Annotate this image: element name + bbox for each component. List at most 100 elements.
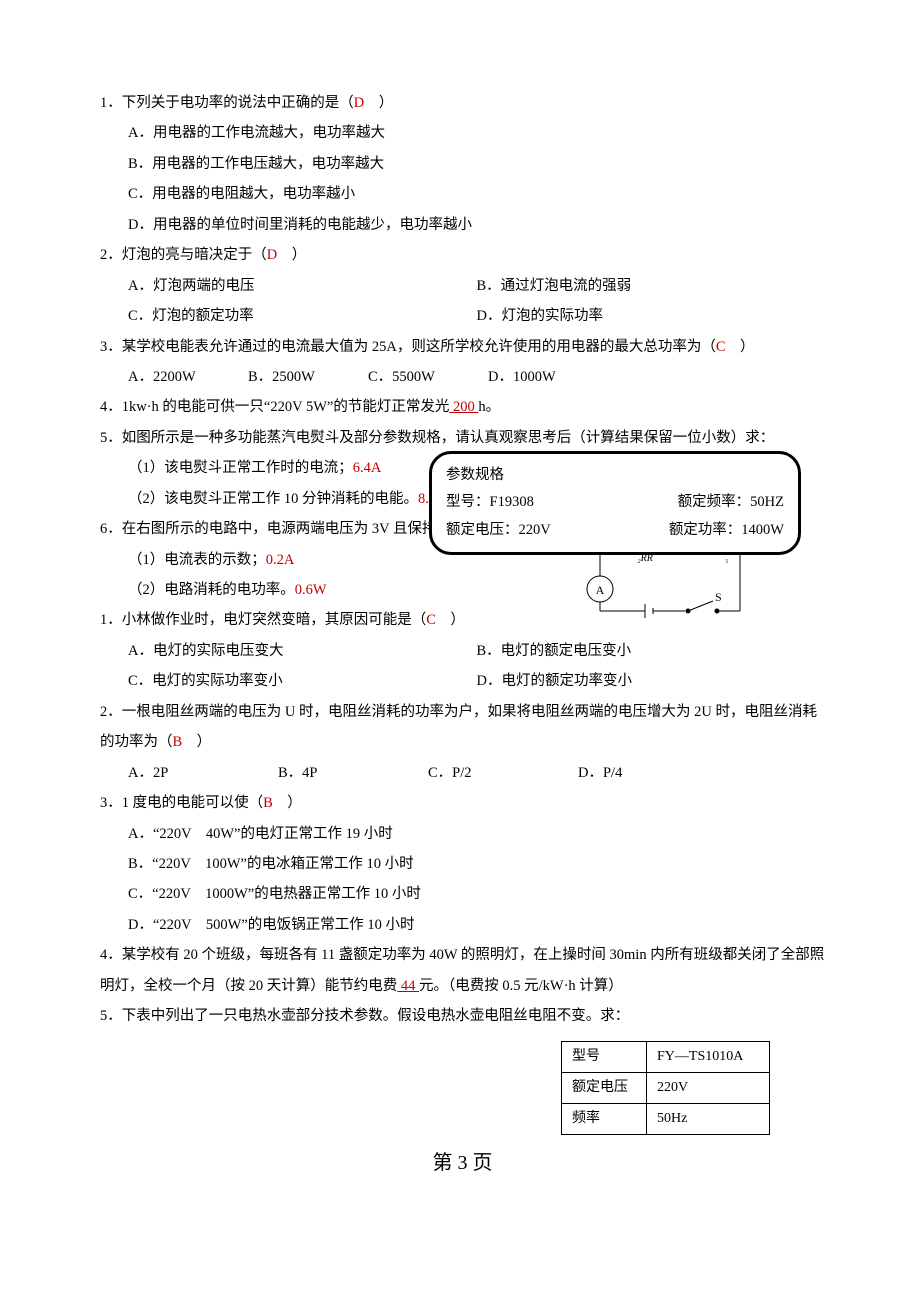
table-row: 频率 50Hz (562, 1103, 770, 1134)
q-num: 3． (100, 795, 122, 811)
tail: ） (364, 95, 393, 111)
question-1-2: 2．灯泡的亮与暗决定于（D ） A．灯泡两端的电压 B．通过灯泡电流的强弱 C．… (100, 240, 825, 331)
answer: D (354, 95, 364, 111)
option-a: A．电灯的实际电压变大 (128, 636, 477, 666)
tail: ） (273, 795, 302, 811)
option-d: D．灯泡的实际功率 (477, 301, 826, 331)
q-post: h。 (478, 399, 500, 415)
spec-volt: 额定电压：220V (446, 517, 551, 545)
question-1-4: 4．1kw·h 的电能可供一只“220V 5W”的节能灯正常发光 200 h。 (100, 392, 825, 422)
cell-volt-label: 额定电压 (562, 1072, 647, 1103)
answer: D (267, 247, 277, 263)
option-c: C．电灯的实际功率变小 (128, 666, 477, 696)
question-2-5: 5．下表中列出了一只电热水壶部分技术参数。假设电热水壶电阻丝电阻不变。求： 型号… (100, 1001, 825, 1031)
option-b: B．电灯的额定电压变小 (477, 636, 826, 666)
options: A．用电器的工作电流越大，电功率越大 B．用电器的工作电压越大，电功率越大 C．… (100, 118, 825, 240)
option-c: C．“220V 1000W”的电热器正常工作 10 小时 (128, 879, 825, 909)
options: A．电灯的实际电压变大 B．电灯的额定电压变小 C．电灯的实际功率变小 D．电灯… (100, 636, 825, 697)
sub-pre: （1）该电熨斗正常工作时的电流； (128, 460, 353, 476)
cell-model-label: 型号 (562, 1042, 647, 1073)
option-d: D．“220V 500W”的电饭锅正常工作 10 小时 (128, 910, 825, 940)
option-d: D．电灯的额定功率变小 (477, 666, 826, 696)
tail: ） (726, 339, 755, 355)
q-pre: 1kw·h 的电能可供一只“220V 5W”的节能灯正常发光 (122, 399, 450, 415)
q-text: 如图所示是一种多功能蒸汽电熨斗及部分参数规格，请认真观察思考后（计算结果保留一位… (122, 430, 775, 446)
answer: 44 (397, 978, 419, 994)
switch-label: S (715, 590, 722, 604)
option-c: C．用电器的电阻越大，电功率越小 (128, 179, 825, 209)
q-text: 下列关于电功率的说法中正确的是（ (122, 95, 354, 111)
question-1-5: 参数规格 型号：F19308 额定频率：50HZ 额定电压：220V 额定功率：… (100, 423, 825, 514)
q-text: 1 度电的电能可以使（ (122, 795, 263, 811)
q-num: 5． (100, 430, 122, 446)
table-row: 型号 FY—TS1010A (562, 1042, 770, 1073)
option-a: A．用电器的工作电流越大，电功率越大 (128, 118, 825, 148)
option-c: C．灯泡的额定功率 (128, 301, 477, 331)
sub-ans: 0.6W (295, 582, 327, 598)
q-num: 2． (100, 704, 122, 720)
q-num: 1． (100, 612, 122, 628)
spec-title: 参数规格 (446, 462, 784, 490)
q-text: 下表中列出了一只电热水壶部分技术参数。假设电热水壶电阻丝电阻不变。求： (122, 1008, 630, 1024)
question-2-2: 2．一根电阻丝两端的电压为 U 时，电阻丝消耗的功率为户，如果将电阻丝两端的电压… (100, 697, 825, 788)
option-c: C．P/2 (428, 758, 578, 788)
option-a: A．2P (128, 758, 278, 788)
question-2-3: 3．1 度电的电能可以使（B ） A．“220V 40W”的电灯正常工作 19 … (100, 788, 825, 940)
options: A．2P B．4P C．P/2 D．P/4 (100, 758, 825, 788)
option-b: B．“220V 100W”的电冰箱正常工作 10 小时 (128, 849, 825, 879)
cell-freq-value: 50Hz (647, 1103, 770, 1134)
q-post: 元。（电费按 0.5 元/kW·h 计算） (419, 978, 623, 994)
q-num: 6． (100, 521, 122, 537)
ammeter-label: A (596, 583, 605, 597)
option-b: B．2500W (248, 362, 368, 392)
option-b: B．4P (278, 758, 428, 788)
spec-model: 型号：F19308 (446, 489, 534, 517)
kettle-spec-table: 型号 FY—TS1010A 额定电压 220V 频率 50Hz (561, 1041, 770, 1134)
options: A．2200W B．2500W C．5500W D．1000W (100, 362, 825, 392)
cell-volt-value: 220V (647, 1072, 770, 1103)
answer: B (263, 795, 273, 811)
q-text: 小林做作业时，电灯突然变暗，其原因可能是（ (122, 612, 427, 628)
question-2-4: 4．某学校有 20 个班级，每班各有 11 盏额定功率为 40W 的照明灯，在上… (100, 940, 825, 1001)
sub-ans: 6.4A (353, 460, 382, 476)
cell-freq-label: 频率 (562, 1103, 647, 1134)
q-num: 2． (100, 247, 122, 263)
answer: C (426, 612, 436, 628)
q-num: 5． (100, 1008, 122, 1024)
question-1-1: 1．下列关于电功率的说法中正确的是（D ） A．用电器的工作电流越大，电功率越大… (100, 88, 825, 240)
answer: B (173, 734, 183, 750)
q-num: 1． (100, 95, 122, 111)
option-b: B．通过灯泡电流的强弱 (477, 271, 826, 301)
options: A．“220V 40W”的电灯正常工作 19 小时 B．“220V 100W”的… (100, 819, 825, 941)
option-d: D．P/4 (578, 758, 728, 788)
q-num: 3． (100, 339, 122, 355)
q-num: 4． (100, 399, 122, 415)
spec-power: 额定功率：1400W (669, 517, 784, 545)
q-text: 灯泡的亮与暗决定于（ (122, 247, 267, 263)
sub-pre: （1）电流表的示数； (128, 552, 266, 568)
table-row: 额定电压 220V (562, 1072, 770, 1103)
option-d: D．用电器的单位时间里消耗的电能越少，电功率越小 (128, 210, 825, 240)
options: A．灯泡两端的电压 B．通过灯泡电流的强弱 C．灯泡的额定功率 D．灯泡的实际功… (100, 271, 825, 332)
cell-model-value: FY—TS1010A (647, 1042, 770, 1073)
sub-ans: 0.2A (266, 552, 295, 568)
answer: 200 (449, 399, 478, 415)
option-b: B．用电器的工作电压越大，电功率越大 (128, 149, 825, 179)
tail: ） (182, 734, 211, 750)
q-text: 某学校电能表允许通过的电流最大值为 25A，则这所学校允许使用的用电器的最大总功… (122, 339, 716, 355)
option-c: C．5500W (368, 362, 488, 392)
sub-pre: （2）电路消耗的电功率。 (128, 582, 295, 598)
sub-pre: （2）该电熨斗正常工作 10 分钟消耗的电能。 (128, 491, 418, 507)
option-a: A．2200W (128, 362, 248, 392)
question-1-3: 3．某学校电能表允许通过的电流最大值为 25A，则这所学校允许使用的用电器的最大… (100, 332, 825, 393)
spec-box: 参数规格 型号：F19308 额定频率：50HZ 额定电压：220V 额定功率：… (429, 451, 801, 556)
tail: ） (277, 247, 306, 263)
q-num: 4． (100, 947, 122, 963)
option-d: D．1000W (488, 362, 608, 392)
option-a: A．灯泡两端的电压 (128, 271, 477, 301)
page-footer: 第 3 页 (100, 1142, 825, 1184)
tail: ） (436, 612, 465, 628)
spec-freq: 额定频率：50HZ (678, 489, 784, 517)
option-a: A．“220V 40W”的电灯正常工作 19 小时 (128, 819, 825, 849)
answer: C (716, 339, 726, 355)
